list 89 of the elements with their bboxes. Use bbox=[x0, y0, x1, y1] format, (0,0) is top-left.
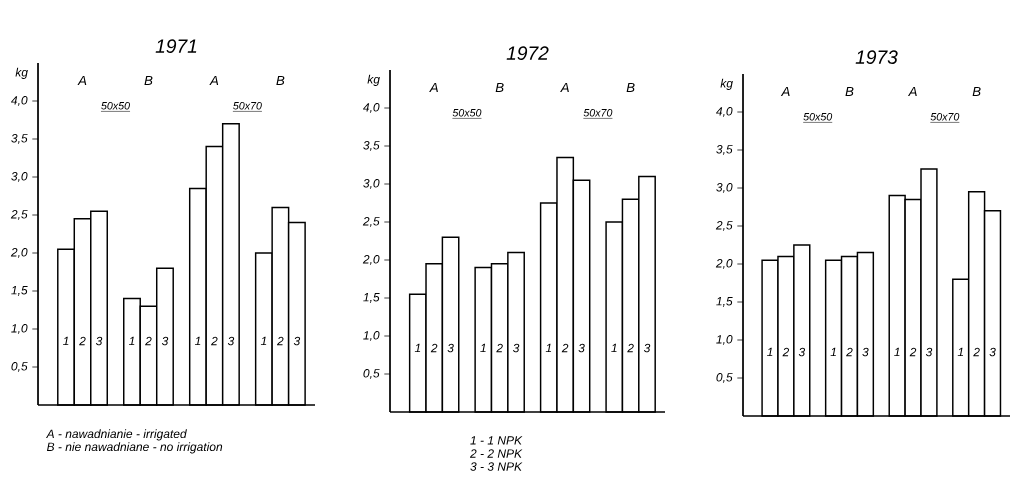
x-tick-label: 1 bbox=[894, 347, 900, 357]
text: 3 - 3 NPK bbox=[470, 462, 523, 471]
annotation: 50x50 bbox=[803, 112, 833, 121]
y-tick-label: 2,5 bbox=[10, 210, 28, 220]
x-tick-label: 1 bbox=[128, 336, 135, 346]
y-axis-title: kg bbox=[15, 67, 28, 79]
y-tick-label: 0,5 bbox=[11, 362, 28, 372]
y-tick-label: 3,5 bbox=[716, 145, 733, 155]
x-tick-label: 1 bbox=[830, 347, 836, 357]
x-tick-label: 3 bbox=[447, 343, 454, 353]
y-tick-label: 1,5 bbox=[716, 297, 733, 307]
x-tick-label: 2 bbox=[627, 343, 634, 353]
y-tick-label: 2,5 bbox=[715, 221, 733, 231]
x-tick-label: 2 bbox=[79, 336, 86, 346]
annotation: B bbox=[972, 86, 981, 97]
annotation: B bbox=[144, 75, 153, 86]
annotation: 50x70 bbox=[233, 101, 262, 110]
y-tick-label: 1,0 bbox=[716, 335, 733, 345]
y-tick-label: 0,5 bbox=[363, 369, 380, 379]
x-tick-label: 2 bbox=[496, 343, 503, 353]
y-tick-label: 1,0 bbox=[363, 331, 380, 341]
x-tick-label: 2 bbox=[909, 347, 917, 357]
y-axis-title: kg bbox=[720, 78, 733, 90]
x-tick-label: 2 bbox=[276, 336, 284, 346]
y-tick-label: 4,0 bbox=[363, 103, 380, 113]
x-tick-label: 2 bbox=[430, 343, 438, 353]
y-tick-label: 3,0 bbox=[716, 183, 733, 193]
x-tick-label: 2 bbox=[846, 347, 853, 357]
x-tick-label: 3 bbox=[643, 343, 651, 353]
text: 2 - 2 NPK bbox=[469, 449, 523, 458]
annotation: 50x70 bbox=[583, 108, 613, 117]
y-tick-label: 1,5 bbox=[11, 286, 28, 296]
annotation: A bbox=[209, 75, 219, 86]
annotation: A bbox=[429, 82, 438, 93]
y-tick-label: 2,0 bbox=[10, 248, 28, 258]
annotation: B bbox=[845, 86, 854, 97]
x-tick-label: 1 bbox=[767, 347, 773, 357]
x-tick-label: 3 bbox=[161, 336, 169, 346]
y-tick-label: 3,5 bbox=[11, 134, 28, 144]
x-tick-label: 1 bbox=[611, 343, 617, 353]
x-tick-label: 2 bbox=[561, 343, 569, 353]
x-tick-label: 1 bbox=[414, 343, 421, 353]
y-axis-title: kg bbox=[367, 74, 380, 86]
y-tick-label: 4,0 bbox=[11, 96, 28, 106]
y-tick-label: 2,0 bbox=[362, 255, 380, 265]
text: B - nie nawadniane - no irrigation bbox=[46, 442, 223, 454]
annotation: 50x70 bbox=[930, 112, 960, 121]
annotation: 50x50 bbox=[101, 101, 130, 110]
x-tick-label: 1 bbox=[957, 347, 964, 357]
annotation: 50x50 bbox=[452, 108, 482, 117]
x-tick-label: 2 bbox=[782, 347, 790, 357]
annotation: A bbox=[780, 86, 790, 97]
x-tick-label: 1 bbox=[480, 343, 486, 353]
x-tick-label: 1 bbox=[194, 336, 201, 346]
y-tick-label: 4,0 bbox=[716, 107, 733, 117]
text: 1 - 1 NPK bbox=[470, 436, 523, 445]
x-tick-label: 2 bbox=[145, 336, 152, 346]
y-tick-label: 3,0 bbox=[363, 179, 380, 189]
annotation: A bbox=[77, 75, 87, 86]
x-tick-label: 1 bbox=[63, 336, 69, 346]
x-tick-label: 3 bbox=[798, 347, 806, 357]
annotation: A bbox=[907, 86, 917, 97]
chart-title: 1971 bbox=[155, 39, 197, 53]
y-tick-label: 1,5 bbox=[363, 293, 380, 303]
x-tick-label: 3 bbox=[862, 347, 869, 357]
y-tick-label: 3,5 bbox=[363, 141, 380, 151]
annotation: B bbox=[626, 82, 635, 93]
x-tick-label: 3 bbox=[989, 347, 996, 357]
x-tick-label: 3 bbox=[227, 336, 235, 346]
annotation: B bbox=[276, 75, 285, 86]
x-tick-label: 1 bbox=[260, 336, 267, 346]
y-tick-label: 2,0 bbox=[715, 259, 733, 269]
chart-title: 1972 bbox=[506, 46, 549, 60]
x-tick-label: 3 bbox=[578, 343, 585, 353]
annotation: A bbox=[560, 82, 569, 93]
x-tick-label: 2 bbox=[973, 347, 980, 357]
annotation: B bbox=[495, 82, 504, 93]
chart-title: 1973 bbox=[855, 50, 898, 64]
y-tick-label: 3,0 bbox=[11, 172, 28, 182]
x-tick-label: 3 bbox=[95, 336, 103, 346]
y-tick-label: 1,0 bbox=[11, 324, 28, 334]
x-tick-label: 2 bbox=[211, 336, 218, 346]
x-tick-label: 3 bbox=[293, 336, 301, 346]
y-tick-label: 0,5 bbox=[716, 373, 733, 383]
text: A - nawadnianie - irrigated bbox=[46, 429, 187, 441]
x-tick-label: 3 bbox=[512, 343, 520, 353]
x-tick-label: 3 bbox=[925, 347, 933, 357]
y-tick-label: 2,5 bbox=[362, 217, 380, 227]
x-tick-label: 1 bbox=[545, 343, 552, 353]
